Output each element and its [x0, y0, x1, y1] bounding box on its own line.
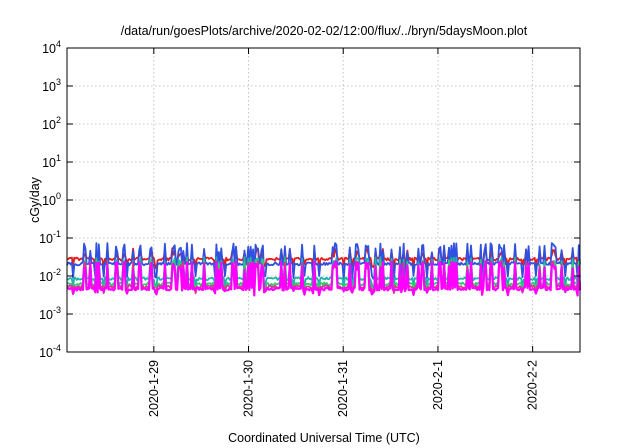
x-axis-ticks: 2020-1-29 2020-1-30 2020-1-31 2020-2-1 2020-… [147, 48, 540, 417]
y-tick-label: 10-1 [39, 229, 61, 246]
chart-title: /data/run/goesPlots/archive/2020-02-02/1… [121, 24, 528, 38]
grid [67, 48, 580, 352]
x-axis-label: Coordinated Universal Time (UTC) [228, 431, 420, 445]
x-tick-label: 2020-1-30 [242, 360, 256, 417]
x-tick-label: 2020-2-1 [431, 360, 445, 410]
x-tick-label: 2020-1-31 [336, 360, 350, 417]
y-tick-label: 104 [42, 39, 61, 56]
y-axis-label: cGy/day [28, 176, 42, 223]
x-tick-label: 2020-1-29 [147, 360, 161, 417]
y-tick-label: 103 [42, 77, 61, 94]
y-tick-label: 10-3 [39, 305, 61, 322]
y-tick-label: 100 [42, 191, 61, 208]
y-axis-ticks: 104 103 102 101 100 10-1 10-2 10-3 10-4 [39, 39, 580, 360]
series-line-6 [66, 260, 582, 297]
y-tick-label: 10-4 [39, 343, 61, 360]
series-layer [66, 242, 582, 297]
y-tick-label: 101 [42, 153, 61, 170]
y-tick-label: 102 [42, 115, 61, 132]
y-tick-label: 10-2 [39, 267, 61, 284]
x-tick-label: 2020-2-2 [526, 360, 540, 410]
